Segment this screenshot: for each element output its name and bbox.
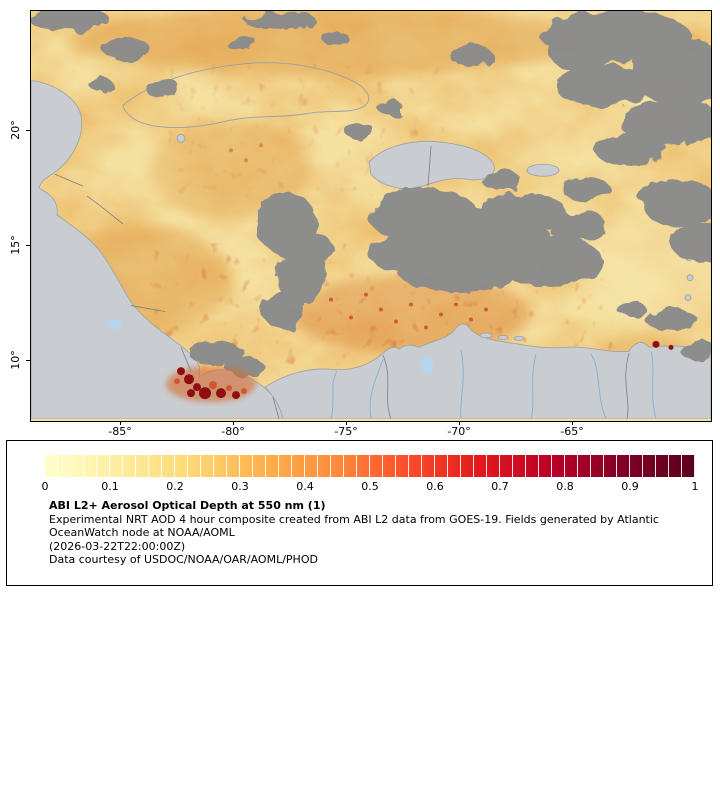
- legend-description-line-2: OceanWatch node at NOAA/AOML: [49, 526, 235, 539]
- colorbar-tick-label: 0: [41, 480, 49, 493]
- colorbar-tick-label: 0.1: [101, 480, 119, 493]
- x-axis-tick-label: -80°: [221, 425, 245, 438]
- y-tick-mark: [26, 245, 30, 246]
- y-tick-mark: [26, 130, 30, 131]
- x-axis-tick-label: -75°: [334, 425, 358, 438]
- colorbar-tick-label: 0.7: [491, 480, 509, 493]
- cloud-layer: [31, 11, 711, 377]
- y-axis-tick-label: 15°: [9, 235, 22, 255]
- legend-text-block: ABI L2+ Aerosol Optical Depth at 550 nm …: [49, 499, 659, 567]
- border-layer: [54, 146, 630, 419]
- colorbar-tick-label: 0.9: [621, 480, 639, 493]
- legend-title: ABI L2+ Aerosol Optical Depth at 550 nm …: [49, 499, 326, 512]
- colorbar-tick-label: 0.3: [231, 480, 249, 493]
- colorbar-ticks: 0 0.1 0.2 0.3 0.4 0.5 0.6 0.7 0.8 0.9 1: [41, 480, 699, 494]
- puerto-rico-land: [526, 163, 560, 177]
- colorbar-tick-label: 0.5: [361, 480, 379, 493]
- x-tick-mark: [459, 421, 460, 425]
- x-axis-tick-label: -65°: [560, 425, 584, 438]
- y-tick-mark: [26, 360, 30, 361]
- map-panel: [30, 10, 712, 422]
- cuba-coastline: [122, 62, 370, 129]
- south-america-land: [264, 323, 711, 419]
- legend-description-line-1: Experimental NRT AOD 4 hour composite cr…: [49, 512, 659, 526]
- x-tick-mark: [233, 421, 234, 425]
- x-tick-mark: [572, 421, 573, 425]
- x-tick-mark: [346, 421, 347, 425]
- colorbar-tick-label: 0.4: [296, 480, 314, 493]
- legend-timestamp: (2026-03-22T22:00:00Z): [49, 539, 186, 553]
- legend-courtesy: Data courtesy of USDOC/NOAA/OAR/AOML/PHO…: [49, 553, 318, 566]
- colorbar-tick-label: 0.8: [556, 480, 574, 493]
- colorbar-tick-label: 0.2: [166, 480, 184, 493]
- map-svg: [31, 11, 711, 419]
- colorbar-tick-label: 1: [691, 480, 699, 493]
- y-axis-tick-label: 20°: [9, 120, 22, 140]
- colorbar-tick-label: 0.6: [426, 480, 444, 493]
- x-tick-mark: [120, 421, 121, 425]
- land-layer: [31, 80, 711, 419]
- hotspot-layer: [166, 143, 674, 403]
- river-layer: [105, 319, 657, 419]
- y-axis-tick-label: 10°: [9, 350, 22, 370]
- colorbar: [45, 455, 695, 477]
- legend-panel: 0 0.1 0.2 0.3 0.4 0.5 0.6 0.7 0.8 0.9 1 …: [6, 440, 713, 586]
- x-axis-tick-label: -70°: [447, 425, 471, 438]
- x-axis-tick-label: -85°: [108, 425, 132, 438]
